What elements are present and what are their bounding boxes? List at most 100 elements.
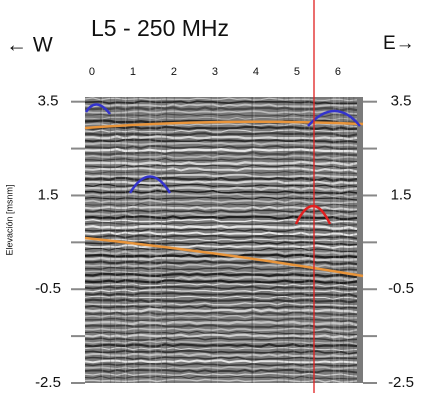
horizon-bottom [84, 236, 364, 278]
radargram-stripe [84, 125, 358, 131]
radargram-stripe [84, 372, 358, 377]
radargram-stripe [84, 356, 358, 361]
radargram-stripe [84, 333, 358, 339]
radargram-stripe [84, 186, 358, 192]
hyperbola [84, 103, 111, 115]
radargram-stripe [84, 160, 358, 167]
radargram-stripe [84, 324, 358, 329]
radargram-stripe [84, 147, 358, 153]
radargram-stripe [84, 272, 358, 279]
radargram-stripe [84, 224, 358, 231]
radargram-stripe [84, 347, 358, 352]
radargram-stripe [84, 141, 358, 147]
y-tick-label: -0.5 [35, 280, 61, 297]
y2-tick-label: -2.5 [388, 374, 414, 391]
radargram-stripe [84, 276, 358, 282]
radargram-stripe [84, 106, 358, 112]
radargram-stripe [84, 135, 358, 141]
x-tick-label: 2 [171, 66, 177, 78]
west-label: ← W [6, 34, 53, 57]
radargram-stripe [84, 218, 358, 223]
radargram-stripe [84, 298, 358, 304]
radargram-stripe [84, 337, 358, 342]
radargram-stripe [84, 173, 358, 179]
radargram-stripe [84, 292, 358, 298]
radargram-stripe [84, 289, 358, 294]
x-tick-label: 0 [89, 66, 95, 78]
radargram-stripe [84, 238, 358, 242]
hyperbola [128, 175, 172, 194]
radargram-stripe [84, 378, 358, 383]
radargram-stripe [84, 362, 358, 367]
radargram-stripe [84, 317, 358, 323]
east-label: E→ [383, 33, 415, 54]
radargram-stripe [85, 256, 358, 262]
radargram-stripe [84, 343, 358, 348]
radargram-stripe [84, 349, 358, 355]
radargram-stripe [85, 266, 358, 271]
radargram-stripe [84, 231, 358, 237]
hyperbola [307, 109, 361, 127]
y-axis-label: Elevación [msnm] [4, 184, 14, 255]
radargram-stripe [84, 368, 358, 374]
y-tick-label: -2.5 [35, 374, 61, 391]
radargram-stripe [84, 247, 358, 252]
radargram-stripe [84, 164, 358, 169]
radargram-stripe [84, 234, 358, 240]
radargram-stripe [84, 359, 358, 364]
radargram-stripe [84, 305, 358, 310]
radargram-stripe [84, 100, 358, 105]
radargram-stripe [84, 138, 358, 144]
radargram-stripe [84, 307, 358, 314]
radargram-stripe [84, 193, 358, 198]
radargram-stripe [84, 129, 358, 133]
x-tick-label: 1 [130, 66, 136, 78]
radargram-stripe [84, 205, 358, 211]
radargram-stripe [84, 260, 358, 266]
radargram-stripe [84, 253, 358, 259]
figure-title: L5 - 250 MHz [91, 15, 229, 41]
radargram-stripe [84, 320, 358, 327]
radargram-stripe [84, 170, 358, 175]
x-tick-label: 6 [335, 66, 341, 78]
radargram-stripe [84, 116, 358, 121]
y2-tick-label: -0.5 [388, 280, 414, 297]
hyperbola [294, 204, 332, 225]
radargram-stripe [84, 196, 358, 201]
radargram-stripe [84, 340, 358, 345]
radargram-stripe [84, 244, 358, 249]
horizon-top [84, 120, 364, 130]
radargram-stripe [84, 270, 358, 274]
radargram-stripe [84, 103, 357, 108]
y2-tick-label: 3.5 [391, 93, 412, 110]
radargram-stripe [84, 151, 358, 157]
radargram-stripe [84, 212, 357, 217]
radargram-stripe [84, 352, 358, 358]
radargram-stripe [84, 167, 358, 173]
radargram-stripe [84, 311, 358, 316]
x-tick-label: 3 [212, 66, 218, 78]
radargram-stripe [84, 199, 358, 204]
radargram-stripe [84, 180, 358, 185]
radargram-stripe [84, 209, 358, 213]
radargram-stripe [84, 250, 358, 256]
y-tick-label: 3.5 [38, 93, 59, 110]
radargram-stripe [84, 154, 358, 160]
radargram-stripe [84, 366, 358, 370]
radargram-stripe [84, 295, 358, 300]
radargram-stripe [84, 222, 358, 226]
y-tick-label: 1.5 [38, 186, 59, 203]
radargram-stripe [84, 113, 358, 117]
radargram-stripe [84, 330, 358, 336]
radargram-stripe [84, 97, 358, 102]
radargram-stripe [84, 314, 358, 319]
radargram-stripe [84, 285, 358, 291]
y2-tick-label: 1.5 [391, 186, 412, 203]
radargram-stripe [84, 263, 358, 268]
radargram-stripe [84, 110, 358, 115]
radargram-stripe [84, 215, 358, 221]
radargram-stripe [84, 283, 358, 288]
radargram-stripe [84, 279, 358, 285]
radargram-stripe [84, 183, 358, 188]
